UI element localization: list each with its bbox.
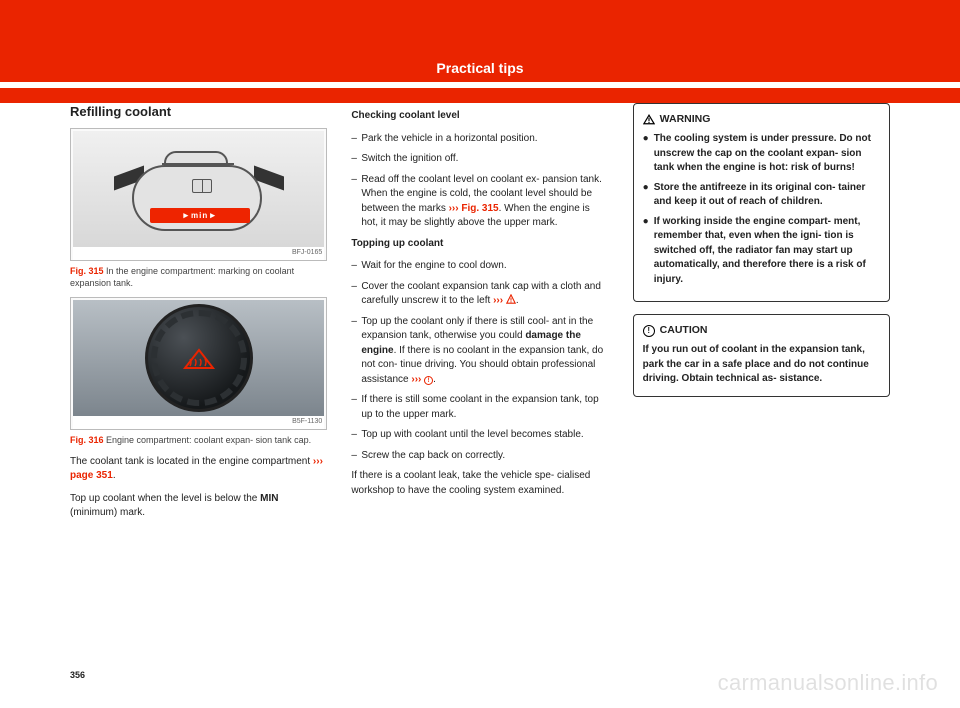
figure-1-box: min BFJ-0165 [70, 128, 327, 261]
caution-body: If you run out of coolant in the expansi… [643, 344, 869, 384]
column-middle: Checking coolant level –Park the vehicle… [351, 103, 608, 673]
check-step-3: –Read off the coolant level on coolant e… [351, 173, 608, 231]
hot-warning-icon [180, 346, 218, 370]
check-step-1: –Park the vehicle in a horizontal positi… [351, 132, 608, 147]
subhead-topup: Topping up coolant [351, 237, 608, 252]
caution-title: ! CAUTION [643, 323, 880, 338]
figure-2-label: Fig. 316 [70, 435, 104, 445]
section-title: Refilling coolant [70, 103, 327, 122]
warning-bullet-2: ●Store the antifreeze in its original co… [643, 181, 880, 210]
content-area: Refilling coolant min BFJ-0165 Fig. 315 … [70, 103, 890, 673]
topup-step-5: –Top up with coolant until the level bec… [351, 428, 608, 443]
figure-1-caption-text: In the engine compartment: marking on co… [70, 266, 294, 288]
caution-circle-icon: ! [424, 376, 433, 385]
figure-2-caption: Fig. 316 Engine compartment: coolant exp… [70, 434, 327, 446]
warning-box: WARNING ●The cooling system is under pre… [633, 103, 890, 302]
figure-2-ref: B5F-1130 [73, 416, 324, 429]
warning-triangle-icon [506, 294, 516, 304]
cap-drawing [145, 304, 253, 412]
caution-box: ! CAUTION If you run out of coolant in t… [633, 314, 890, 397]
header-bar: Practical tips [0, 0, 960, 103]
warning-bullet-3: ●If working inside the engine compart- m… [643, 215, 880, 288]
topup-step-4: –If there is still some coolant in the e… [351, 393, 608, 422]
header-underline [0, 82, 960, 88]
page: Practical tips Refilling coolant min BFJ… [0, 0, 960, 708]
min-label: min [150, 208, 250, 223]
figure-1-image: min [73, 131, 324, 247]
subhead-check: Checking coolant level [351, 109, 608, 124]
topup-step-2: –Cover the coolant expansion tank cap wi… [351, 280, 608, 309]
page-number: 356 [70, 670, 85, 680]
figure-1-label: Fig. 315 [70, 266, 104, 276]
topup-step-6: –Screw the cap back on correctly. [351, 449, 608, 464]
topup-step-3: –Top up the coolant only if there is sti… [351, 315, 608, 388]
manual-icon [192, 179, 212, 193]
figure-2-caption-text: Engine compartment: coolant expan- sion … [104, 435, 312, 445]
column-left: Refilling coolant min BFJ-0165 Fig. 315 … [70, 103, 327, 673]
figure-2-box: B5F-1130 [70, 297, 327, 430]
warning-title: WARNING [643, 112, 880, 127]
para-location: The coolant tank is located in the engin… [70, 455, 327, 484]
column-right: WARNING ●The cooling system is under pre… [633, 103, 890, 673]
warning-triangle-icon [643, 114, 655, 125]
header-title: Practical tips [0, 60, 960, 76]
para-topup-instruction: Top up coolant when the level is below t… [70, 492, 327, 521]
figure-1-caption: Fig. 315 In the engine compartment: mark… [70, 265, 327, 289]
check-step-2: –Switch the ignition off. [351, 152, 608, 167]
figure-1-ref: BFJ-0165 [73, 247, 324, 260]
topup-step-1: –Wait for the engine to cool down. [351, 259, 608, 274]
figure-2-image [73, 300, 324, 416]
watermark: carmanualsonline.info [718, 670, 938, 696]
coolant-tank-drawing: min [114, 143, 284, 235]
fig-link: ››› Fig. 315 [449, 203, 499, 214]
caution-circle-icon: ! [643, 325, 655, 337]
para-leak: If there is a coolant leak, take the veh… [351, 469, 608, 498]
warning-bullet-1: ●The cooling system is under pressure. D… [643, 132, 880, 176]
